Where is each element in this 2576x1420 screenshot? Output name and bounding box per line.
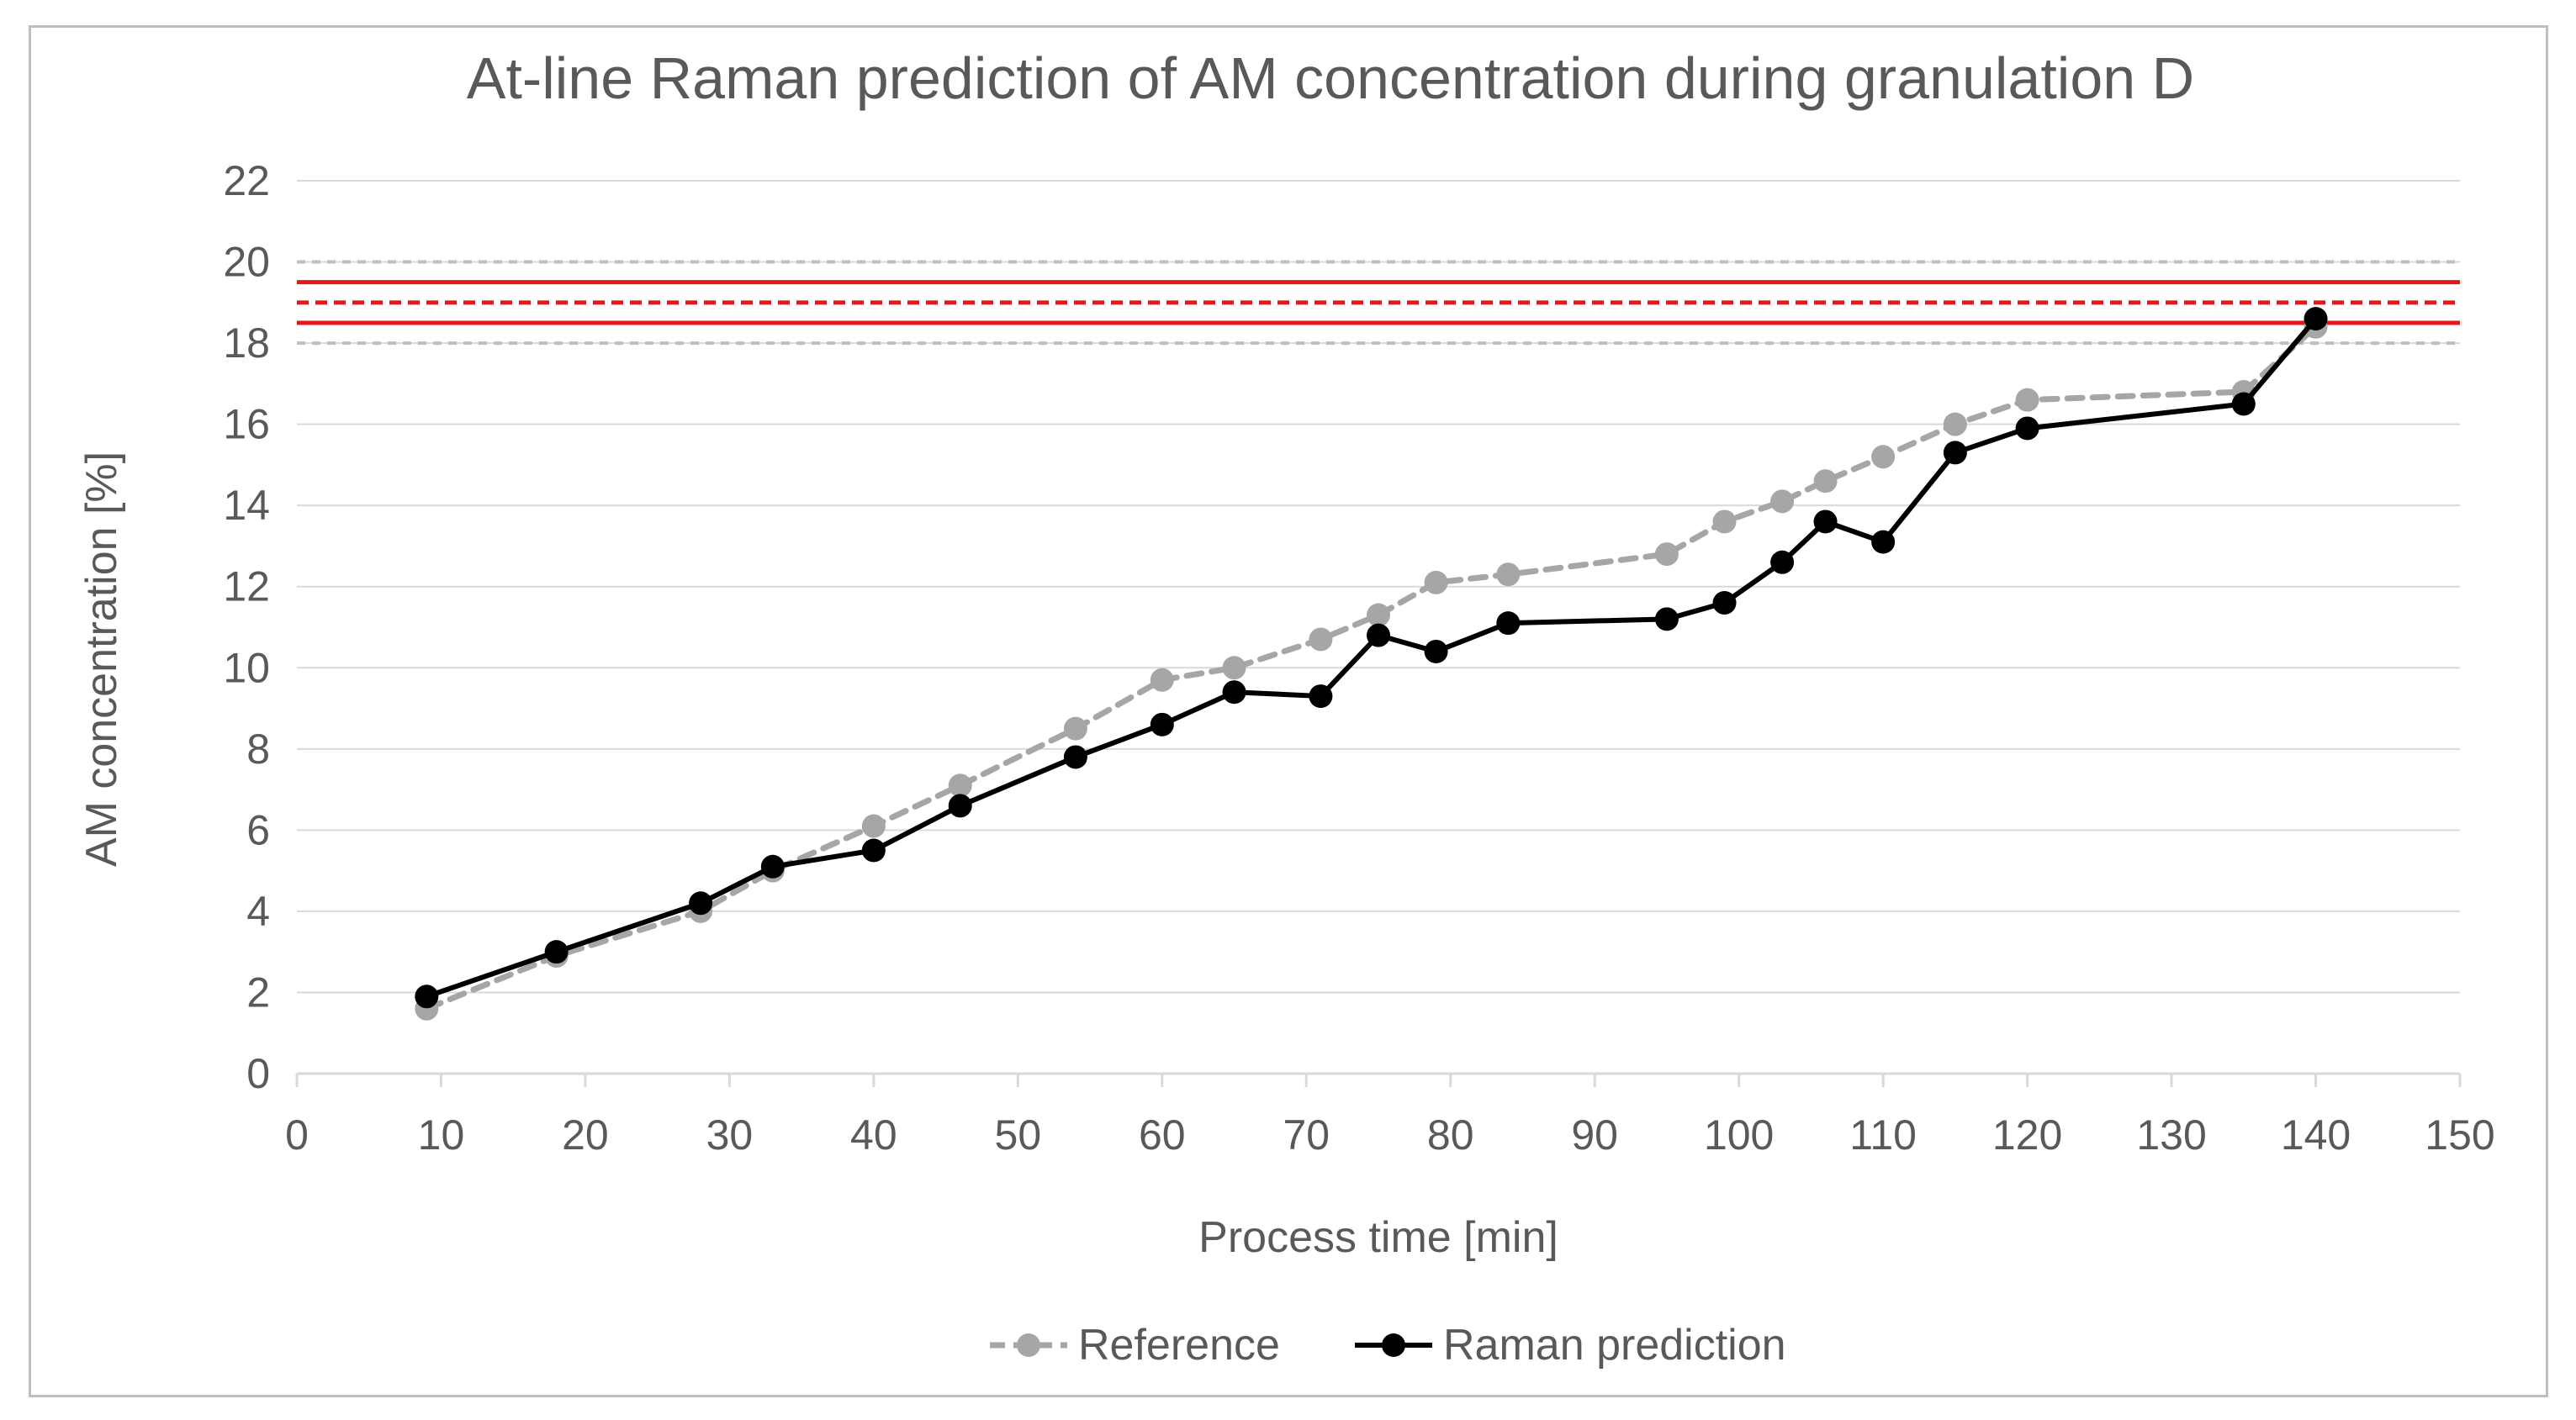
reference-point-20 [2015,388,2039,412]
x-tick-label-30: 30 [706,1111,754,1159]
raman-prediction-point-4 [760,854,785,879]
reference-point-19 [1943,412,1967,436]
x-axis-title: Process time [min] [1198,1213,1558,1262]
reference-point-9 [1222,656,1246,680]
reference-point-7 [1063,716,1087,741]
reference-lines-layer [297,260,2460,346]
axis-layer: 0 2 4 6 8 10 12 14 16 18 20 22 0 10 20 30 40 50 60 70 80 90 10… [223,157,2494,1159]
raman-prediction-point-12 [1424,639,1448,663]
raman-prediction-point-13 [1496,611,1521,636]
x-tick-label-60: 60 [1139,1111,1186,1159]
raman-prediction-point-22 [2304,307,2328,331]
y-tick-label-0: 0 [246,1050,270,1097]
reference-point-5 [861,814,886,838]
reference-point-16 [1770,489,1795,514]
raman-prediction-point-9 [1222,680,1246,705]
raman-prediction-point-11 [1367,623,1390,647]
raman-prediction-point-18 [1871,530,1896,554]
y-tick-label-10: 10 [223,644,270,691]
x-tick-label-70: 70 [1283,1111,1330,1159]
x-tick-label-110: 110 [1849,1111,1917,1159]
reference-point-6 [948,773,972,798]
raman-prediction-point-3 [689,891,713,916]
reference-point-15 [1712,509,1737,534]
raman-prediction-point-6 [948,794,972,818]
y-tick-label-2: 2 [246,969,270,1016]
x-tick-label-20: 20 [562,1111,609,1159]
chart-svg: At-line Raman prediction of AM concentra… [77,45,2495,1370]
reference-point-17 [1813,469,1838,494]
reference-point-10 [1309,627,1333,652]
raman-prediction-point-17 [1813,509,1838,534]
chart-frame: At-line Raman prediction of AM concentra… [29,25,2548,1397]
x-tick-label-90: 90 [1571,1111,1618,1159]
reference-point-14 [1654,542,1679,567]
reference-point-13 [1496,562,1521,587]
raman-prediction-point-19 [1943,441,1967,465]
raman-prediction-point-16 [1770,550,1795,574]
legend-raman-prediction-label: Raman prediction [1443,1321,1786,1370]
raman-prediction-point-1 [415,984,439,1009]
reference-point-11 [1367,603,1390,627]
y-tick-label-14: 14 [223,482,270,529]
x-tick-label-120: 120 [1992,1111,2062,1159]
chart-title: At-line Raman prediction of AM concentra… [467,45,2194,111]
raman-prediction-point-14 [1654,607,1679,631]
legend-reference-label: Reference [1078,1321,1280,1370]
y-tick-label-12: 12 [223,563,270,610]
series-layer [415,307,2328,1021]
x-tick-label-130: 130 [2136,1111,2206,1159]
y-tick-label-20: 20 [223,239,270,286]
raman-prediction-line [424,316,2319,1000]
raman-prediction-point-7 [1063,745,1087,769]
y-tick-label-8: 8 [246,726,270,773]
reference-point-12 [1424,570,1448,594]
y-tick-label-22: 22 [223,157,270,204]
y-axis-title: AM concentration [%] [77,451,126,867]
x-tick-label-50: 50 [995,1111,1042,1159]
raman-prediction-point-15 [1712,591,1737,615]
legend-reference-marker [1017,1333,1040,1357]
reference-point-18 [1871,445,1896,469]
raman-prediction-point-20 [2015,416,2039,441]
x-tick-label-80: 80 [1427,1111,1474,1159]
reference-line [423,324,2319,1012]
y-tick-label-6: 6 [246,806,270,853]
raman-prediction-point-10 [1309,684,1333,709]
x-tick-label-40: 40 [850,1111,897,1159]
x-tick-label-10: 10 [418,1111,465,1159]
legend: Reference Raman prediction [990,1321,1786,1370]
y-tick-label-18: 18 [223,319,270,367]
x-tick-label-0: 0 [285,1111,309,1159]
x-tick-label-140: 140 [2281,1111,2351,1159]
y-tick-label-4: 4 [246,888,270,935]
y-tick-label-16: 16 [223,401,270,448]
raman-prediction-point-2 [544,940,569,964]
raman-prediction-point-5 [861,838,886,863]
x-tick-label-150: 150 [2425,1111,2494,1159]
raman-prediction-point-21 [2231,392,2256,416]
legend-raman-prediction-marker [1382,1333,1405,1357]
raman-prediction-point-8 [1150,712,1174,736]
x-tick-label-100: 100 [1704,1111,1774,1159]
reference-point-8 [1150,668,1174,692]
